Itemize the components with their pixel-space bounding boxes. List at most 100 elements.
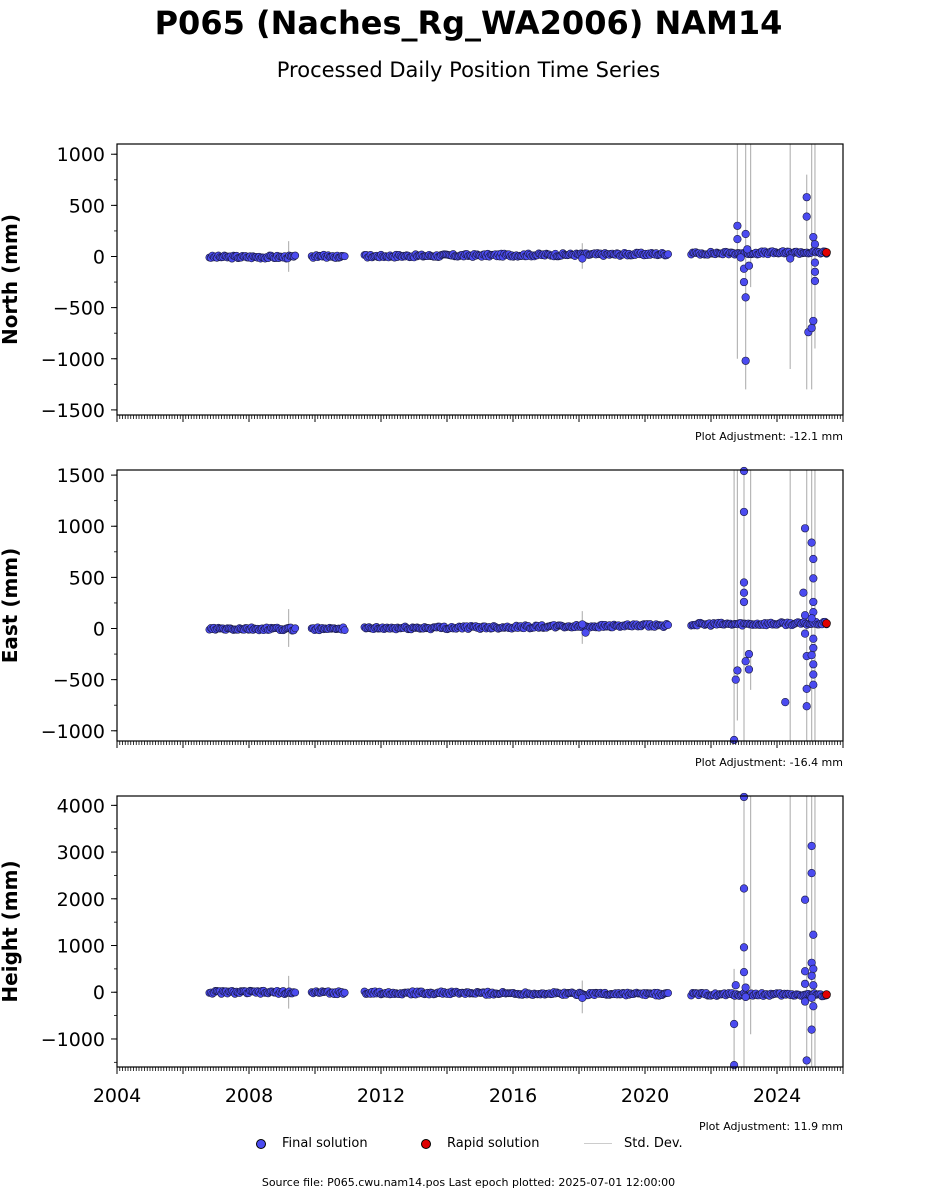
final-solution-point bbox=[809, 554, 818, 564]
final-solution-point bbox=[802, 193, 811, 202]
y-tick-label: −1000 bbox=[41, 349, 105, 371]
final-solution-point bbox=[807, 868, 816, 878]
final-solution-point bbox=[809, 981, 818, 990]
final-solution-point bbox=[736, 253, 745, 262]
final-solution-point bbox=[800, 997, 810, 1006]
final-solution-point bbox=[291, 988, 300, 997]
final-solution-point bbox=[739, 943, 749, 952]
final-solution-point bbox=[291, 251, 300, 260]
final-solution-point bbox=[664, 621, 672, 629]
final-solution-point bbox=[578, 993, 587, 1002]
final-solution-point bbox=[744, 261, 754, 270]
final-solution-point bbox=[741, 293, 750, 302]
final-solution-point bbox=[340, 252, 349, 261]
final-solution-point bbox=[807, 538, 816, 547]
y-tick-label: 3000 bbox=[57, 842, 105, 864]
final-solution-series bbox=[360, 248, 672, 262]
y-tick-label: 1000 bbox=[57, 936, 105, 958]
final-solution-point bbox=[291, 624, 300, 633]
final-solution-series bbox=[360, 987, 672, 1000]
final-solution-point bbox=[739, 507, 749, 517]
final-solution-point bbox=[809, 670, 818, 679]
y-tick-label: 4000 bbox=[57, 795, 105, 817]
final-solution-series bbox=[307, 250, 349, 262]
final-solution-point bbox=[807, 993, 816, 1002]
final-solution-point bbox=[809, 316, 818, 326]
legend: Final solution Rapid solution Std. Dev. bbox=[0, 1136, 937, 1160]
x-tick-label: 2008 bbox=[225, 1085, 273, 1107]
final-solution-point bbox=[810, 267, 820, 276]
final-solution-point bbox=[809, 643, 818, 653]
final-solution-series bbox=[307, 623, 349, 635]
y-tick-label: 0 bbox=[93, 982, 105, 1004]
final-solution-point bbox=[807, 841, 816, 851]
y-axis-label: Height (mm) bbox=[0, 860, 22, 1002]
final-solution-point bbox=[741, 657, 750, 666]
final-solution-point bbox=[800, 524, 810, 533]
final-solution-point bbox=[810, 258, 820, 267]
page-title: P065 (Naches_Rg_WA2006) NAM14 bbox=[154, 4, 783, 42]
y-tick-label: 500 bbox=[69, 567, 105, 589]
final-solution-point bbox=[800, 979, 810, 988]
final-solution-point bbox=[578, 254, 587, 263]
final-solution-point bbox=[741, 229, 750, 239]
final-solution-series bbox=[205, 623, 300, 635]
legend-final: Final solution bbox=[256, 1136, 368, 1151]
final-solution-marker-icon bbox=[256, 1138, 266, 1149]
final-solution-point bbox=[786, 254, 795, 263]
final-solution-point bbox=[802, 702, 811, 711]
final-solution-point bbox=[664, 989, 672, 997]
plot-adjustment-note: Plot Adjustment: -16.4 mm bbox=[695, 756, 843, 769]
y-tick-label: −500 bbox=[53, 298, 105, 320]
legend-rapid-label: Rapid solution bbox=[447, 1136, 540, 1151]
final-solution-point bbox=[340, 988, 349, 997]
final-solution-point bbox=[744, 649, 754, 659]
x-tick-label: 2020 bbox=[621, 1085, 669, 1107]
final-solution-point bbox=[739, 578, 749, 587]
legend-std-label: Std. Dev. bbox=[624, 1136, 683, 1151]
final-solution-point bbox=[744, 665, 754, 674]
final-solution-point bbox=[733, 221, 742, 230]
y-tick-label: 1000 bbox=[57, 516, 105, 538]
rapid-solution-point bbox=[822, 248, 831, 257]
final-solution-point bbox=[810, 240, 820, 249]
y-tick-label: 1000 bbox=[57, 144, 105, 166]
final-solution-point bbox=[802, 212, 811, 221]
final-solution-point bbox=[807, 614, 816, 623]
final-solution-point bbox=[809, 660, 818, 669]
final-solution-point bbox=[741, 356, 750, 365]
y-tick-label: −1000 bbox=[41, 721, 105, 743]
x-tick-label: 2004 bbox=[93, 1085, 141, 1107]
final-solution-point bbox=[729, 1061, 739, 1070]
final-solution-series bbox=[205, 986, 300, 998]
plot-adjustment-note: Plot Adjustment: -12.1 mm bbox=[695, 430, 843, 443]
final-solution-point bbox=[739, 466, 749, 476]
final-solution-series bbox=[307, 987, 349, 999]
final-solution-point bbox=[781, 698, 790, 707]
final-solution-series bbox=[687, 247, 831, 259]
final-solution-point bbox=[809, 1002, 818, 1011]
final-solution-point bbox=[800, 967, 810, 976]
final-solution-point bbox=[340, 626, 349, 635]
final-solution-point bbox=[733, 666, 742, 675]
time-series-plots: 1000 500 0 −500 −1000 −1500 North (mm) Plot Adj… bbox=[0, 143, 844, 1133]
final-solution-point bbox=[739, 277, 749, 287]
y-tick-label: −1500 bbox=[41, 400, 105, 422]
final-solution-point bbox=[807, 971, 816, 980]
final-solution-point bbox=[807, 1025, 816, 1034]
rapid-solution-point bbox=[822, 619, 831, 628]
y-tick-label: −500 bbox=[53, 670, 105, 692]
final-solution-point bbox=[741, 992, 750, 1002]
final-solution-point bbox=[739, 588, 749, 597]
final-solution-point bbox=[581, 628, 590, 637]
final-solution-point bbox=[664, 250, 672, 259]
final-solution-point bbox=[800, 895, 810, 904]
final-solution-point bbox=[731, 981, 740, 990]
legend-final-label: Final solution bbox=[282, 1136, 368, 1151]
x-tick-label: 2024 bbox=[753, 1085, 801, 1107]
final-solution-point bbox=[743, 245, 752, 254]
final-solution-point bbox=[800, 611, 810, 620]
final-solution-point bbox=[731, 675, 740, 684]
final-solution-point bbox=[739, 968, 749, 977]
legend-rapid: Rapid solution bbox=[421, 1136, 539, 1151]
